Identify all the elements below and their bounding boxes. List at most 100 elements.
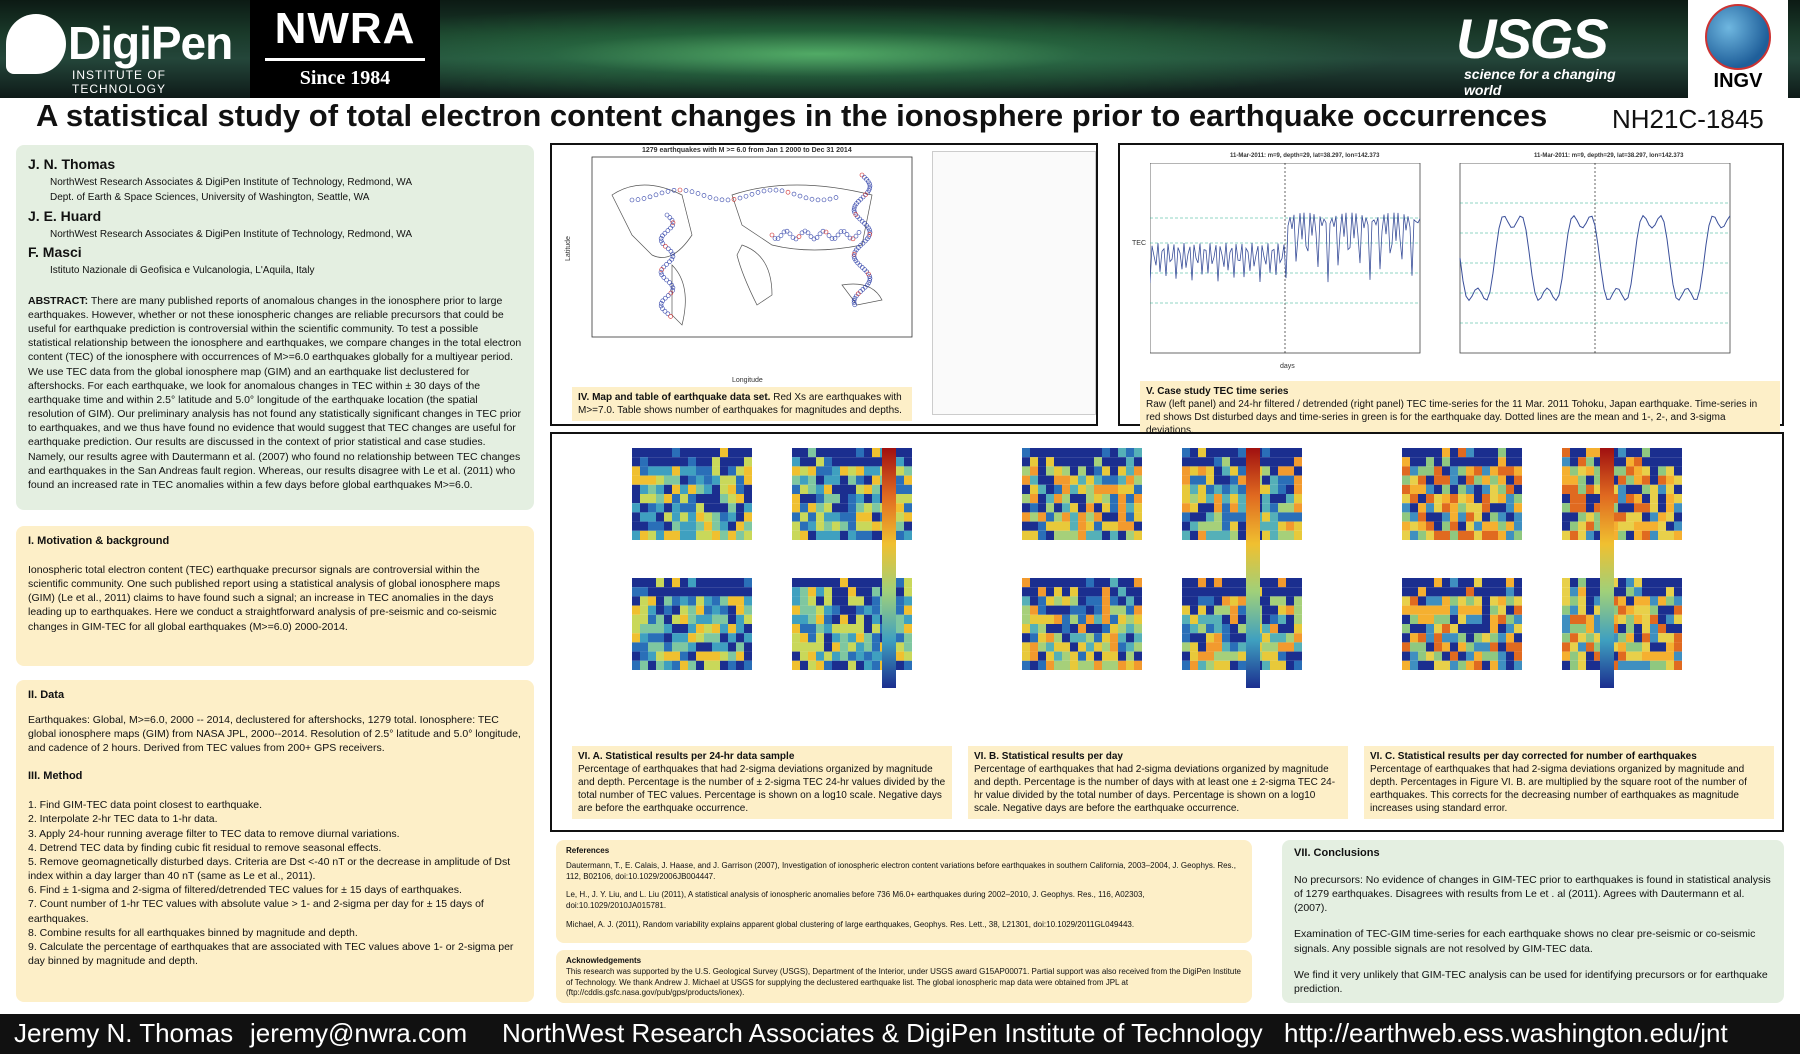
- heatmap-cell: [1294, 521, 1302, 531]
- heatmap-cell: [1490, 651, 1498, 661]
- eurasia-outline: [731, 184, 873, 251]
- heatmap-cell: [816, 512, 824, 522]
- heatmap-cell: [1514, 660, 1522, 670]
- heatmap-cell: [832, 512, 840, 522]
- heatmap-cell: [856, 512, 864, 522]
- heatmap-cell: [896, 596, 904, 606]
- author-block: J. N. Thomas NorthWest Research Associat…: [28, 155, 522, 278]
- earthquake-marker: [677, 187, 683, 193]
- heatmap-cell: [1278, 484, 1286, 494]
- heatmap-cell: [1134, 578, 1142, 588]
- heatmap-cell: [664, 578, 672, 588]
- heatmap-cell: [1230, 614, 1238, 624]
- earthquake-marker: [683, 188, 689, 193]
- heatmap-cell: [1270, 466, 1278, 476]
- heatmap-cell: [1118, 530, 1126, 540]
- heatmap-cell: [696, 642, 704, 652]
- heatmap-cell: [744, 448, 752, 458]
- heatmap-cell: [824, 633, 832, 643]
- heatmap-cell: [1634, 530, 1642, 540]
- heatmap-cell: [1490, 624, 1498, 634]
- heatmap-cell: [1490, 512, 1498, 522]
- heatmap-cell: [856, 466, 864, 476]
- heatmap-cell: [664, 530, 672, 540]
- heatmap-cell: [1458, 503, 1466, 513]
- heatmap-cell: [832, 660, 840, 670]
- heatmap-cell: [1022, 457, 1030, 467]
- caption-title: VI. B. Statistical results per day: [974, 751, 1123, 762]
- heatmap-cell: [696, 633, 704, 643]
- tec-xlabel: days: [1280, 363, 1295, 370]
- digipen-subtitle: INSTITUTE OF TECHNOLOGY: [72, 68, 167, 96]
- heatmap-cell: [808, 633, 816, 643]
- heatmap-cell: [1666, 448, 1674, 458]
- heatmap-cell: [1498, 651, 1506, 661]
- heatmap-cell: [656, 484, 664, 494]
- heatmap-cell: [1262, 466, 1270, 476]
- heatmap-cell: [1506, 633, 1514, 643]
- heatmap-cell: [1190, 503, 1198, 513]
- heatmap-cell: [1182, 484, 1190, 494]
- heatmap-cell: [736, 651, 744, 661]
- heatmap-cell: [1294, 596, 1302, 606]
- heatmap-cell: [1418, 494, 1426, 504]
- heatmap-cell: [872, 587, 880, 597]
- heatmap-cell: [696, 578, 704, 588]
- figure-6b-caption: VI. B. Statistical results per day Percen…: [968, 746, 1348, 819]
- heatmap-cell: [1474, 605, 1482, 615]
- heatmap-cell: [904, 651, 912, 661]
- heatmap-cell: [832, 587, 840, 597]
- heatmap-cell: [1206, 530, 1214, 540]
- tec-right-axes: [1459, 163, 1731, 354]
- heatmap-cell: [704, 633, 712, 643]
- heatmap-cell: [744, 466, 752, 476]
- footer-email[interactable]: jeremy@nwra.com: [250, 1018, 468, 1048]
- earthquake-marker: [820, 228, 826, 234]
- heatmap-cell: [1466, 633, 1474, 643]
- heatmap-cell: [1498, 642, 1506, 652]
- heatmap-cell: [1474, 642, 1482, 652]
- earthquake-marker: [658, 238, 664, 244]
- heatmap-cell: [856, 448, 864, 458]
- heatmap-cell: [696, 512, 704, 522]
- heatmap-cell: [736, 484, 744, 494]
- heatmap-cell: [1626, 587, 1634, 597]
- heatmap-cell: [1426, 596, 1434, 606]
- heatmap-cell: [1506, 503, 1514, 513]
- heatmap-cell: [1238, 614, 1246, 624]
- heatmap-cell: [1062, 596, 1070, 606]
- heatmap-cell: [872, 512, 880, 522]
- heatmap-cell: [1506, 466, 1514, 476]
- heatmap-cell: [1022, 512, 1030, 522]
- heatmap-cell: [1294, 457, 1302, 467]
- heatmap-cell: [856, 457, 864, 467]
- heatmap-cell: [1206, 457, 1214, 467]
- heatmap-cell: [1562, 587, 1570, 597]
- heatmap-cell: [1294, 466, 1302, 476]
- earthquake-marker: [659, 267, 665, 272]
- figure-4-panel: 1279 earthquakes with M >= 6.0 from Jan …: [550, 143, 1098, 426]
- heatmap-cell: [1214, 448, 1222, 458]
- heatmap-cell: [1466, 530, 1474, 540]
- heatmap-cell: [1198, 457, 1206, 467]
- heatmap-cell: [1658, 651, 1666, 661]
- heatmap-cell: [680, 624, 688, 634]
- earthquake-marker: [809, 196, 815, 202]
- heatmap-cell: [1190, 605, 1198, 615]
- heatmap-cell: [1482, 614, 1490, 624]
- heatmap-cell: [1658, 614, 1666, 624]
- heatmap-cell: [1442, 587, 1450, 597]
- author-affiliation: NorthWest Research Associates & DigiPen …: [50, 228, 413, 240]
- footer-url[interactable]: http://earthweb.ess.washington.edu/jnt: [1284, 1018, 1728, 1048]
- heatmap-cell: [1102, 484, 1110, 494]
- heatmap-cell: [696, 596, 704, 606]
- earthquake-marker: [713, 196, 719, 202]
- heatmap-cell: [696, 530, 704, 540]
- authors-abstract-box: J. N. Thomas NorthWest Research Associat…: [16, 145, 534, 510]
- heatmap-cell: [648, 596, 656, 606]
- heatmap-cell: [1182, 475, 1190, 485]
- heatmap-cell: [1426, 484, 1434, 494]
- earthquake-marker: [867, 278, 873, 283]
- heatmap-cell: [1038, 660, 1046, 670]
- heatmap-cell: [1094, 614, 1102, 624]
